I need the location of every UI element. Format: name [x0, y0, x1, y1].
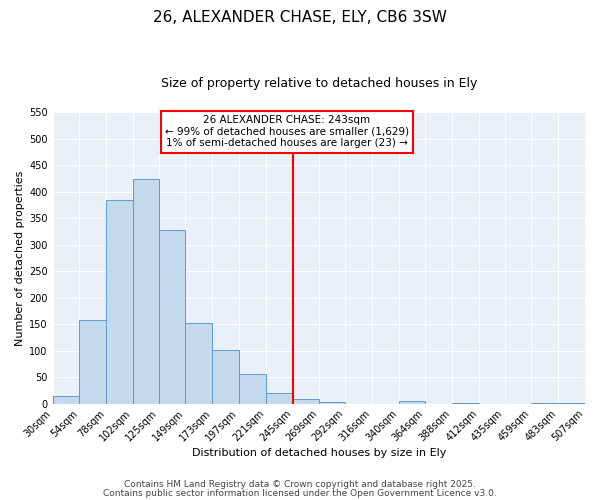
- Bar: [452, 402, 479, 404]
- Bar: [293, 399, 319, 404]
- Bar: [106, 200, 133, 404]
- Bar: [185, 322, 212, 404]
- Bar: [558, 402, 585, 404]
- Text: 26 ALEXANDER CHASE: 243sqm
← 99% of detached houses are smaller (1,629)
1% of se: 26 ALEXANDER CHASE: 243sqm ← 99% of deta…: [165, 115, 409, 148]
- Bar: [212, 350, 239, 404]
- Bar: [133, 178, 158, 404]
- Bar: [158, 230, 185, 404]
- Bar: [398, 402, 425, 404]
- Bar: [532, 403, 558, 404]
- Bar: [266, 393, 293, 404]
- Bar: [239, 374, 266, 404]
- Text: Contains HM Land Registry data © Crown copyright and database right 2025.: Contains HM Land Registry data © Crown c…: [124, 480, 476, 489]
- X-axis label: Distribution of detached houses by size in Ely: Distribution of detached houses by size …: [191, 448, 446, 458]
- Y-axis label: Number of detached properties: Number of detached properties: [15, 170, 25, 346]
- Text: Contains public sector information licensed under the Open Government Licence v3: Contains public sector information licen…: [103, 488, 497, 498]
- Text: 26, ALEXANDER CHASE, ELY, CB6 3SW: 26, ALEXANDER CHASE, ELY, CB6 3SW: [153, 10, 447, 25]
- Bar: [319, 402, 345, 404]
- Bar: [53, 396, 79, 404]
- Title: Size of property relative to detached houses in Ely: Size of property relative to detached ho…: [161, 78, 477, 90]
- Bar: [79, 320, 106, 404]
